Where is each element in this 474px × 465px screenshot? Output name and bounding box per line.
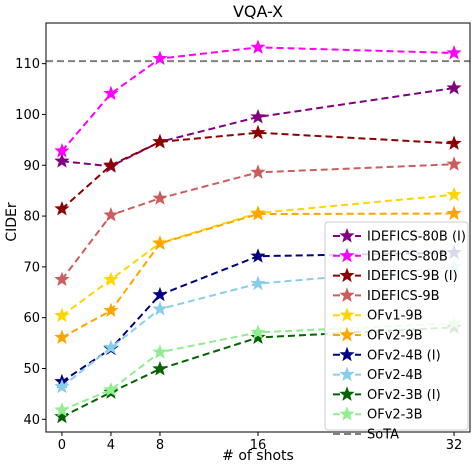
- legend-entry-4: OFv1-9B: [333, 307, 423, 324]
- data-point-5-0: [54, 329, 70, 344]
- data-point-1-3: [250, 39, 266, 54]
- data-point-6-2: [152, 286, 168, 302]
- data-point-1-0: [54, 143, 70, 158]
- y-tick-label: 90: [23, 159, 40, 174]
- data-point-5-4: [446, 205, 462, 220]
- legend-label-3: IDEFICS-9B: [367, 289, 440, 304]
- x-tick-label: 4: [107, 438, 115, 453]
- data-point-1-2: [152, 50, 168, 66]
- data-point-8-0: [54, 408, 70, 424]
- legend-star-4: [339, 307, 355, 322]
- data-point-9-3: [250, 324, 266, 339]
- data-point-0-4: [446, 80, 462, 95]
- legend-star-1: [339, 247, 355, 263]
- data-point-8-3: [250, 329, 266, 344]
- series-line-6: [61, 251, 455, 383]
- y-tick-label: 80: [23, 210, 40, 225]
- data-point-4-1: [103, 271, 119, 287]
- series-line-5: [61, 212, 455, 339]
- data-point-3-3: [250, 164, 266, 179]
- data-point-5-1: [103, 302, 119, 318]
- data-point-2-0: [54, 200, 70, 216]
- data-point-2-3: [250, 124, 266, 140]
- legend-entry-9: OFv2-3B: [333, 406, 423, 423]
- y-tick-label: 40: [23, 413, 40, 428]
- legend-label-0: IDEFICS-80B (I): [367, 230, 466, 245]
- legend-star-9: [339, 406, 355, 421]
- data-point-3-0: [54, 271, 70, 287]
- data-point-6-3: [250, 248, 266, 263]
- y-tick-label: 110: [15, 57, 40, 72]
- data-point-9-2: [152, 344, 168, 359]
- legend-star-8: [339, 386, 355, 401]
- data-point-3-4: [446, 156, 462, 171]
- legend-label-6: OFv2-4B (I): [367, 348, 441, 363]
- data-point-4-0: [54, 307, 70, 323]
- data-point-9-1: [103, 381, 119, 397]
- legend-label-1: IDEFICS-80B: [367, 249, 448, 264]
- legend-star-7: [339, 366, 355, 382]
- legend-label-7: OFv2-4B: [367, 368, 423, 383]
- data-point-5-2: [152, 235, 168, 250]
- y-tick-label: 70: [23, 260, 40, 275]
- legend-entry-5: OFv2-9B: [333, 327, 423, 344]
- data-point-8-2: [152, 361, 168, 376]
- legend-entry-1: IDEFICS-80B: [333, 247, 448, 264]
- y-axis-title: CIDEr: [4, 202, 20, 242]
- data-point-7-1: [103, 339, 119, 355]
- legend-star-0: [339, 228, 355, 243]
- data-point-0-0: [54, 153, 70, 168]
- y-tick-label: 100: [15, 108, 40, 123]
- x-tick-label: 16: [250, 438, 267, 453]
- data-point-7-3: [250, 275, 266, 291]
- legend-label-9: OFv2-3B: [367, 408, 423, 423]
- data-point-3-2: [152, 190, 168, 205]
- chart-title: VQA-X: [233, 2, 283, 21]
- x-tick-label: 32: [446, 438, 463, 453]
- data-point-7-2: [152, 301, 168, 316]
- y-tick-label: 50: [23, 362, 40, 377]
- legend-label-10: SoTA: [367, 428, 399, 443]
- data-point-3-1: [103, 207, 119, 222]
- data-point-2-2: [152, 133, 168, 149]
- data-point-5-3: [250, 206, 266, 221]
- legend-label-4: OFv1-9B: [367, 309, 423, 324]
- legend-star-6: [339, 346, 355, 362]
- y-tick-label: 60: [23, 311, 40, 326]
- series-line-8: [61, 326, 455, 418]
- x-tick-label: 8: [156, 438, 164, 453]
- data-point-2-1: [103, 157, 119, 172]
- x-tick-label: 0: [58, 438, 66, 453]
- legend-label-8: OFv2-3B (I): [367, 388, 441, 403]
- data-point-1-1: [103, 85, 119, 101]
- legend-star-3: [339, 287, 355, 302]
- legend-label-2: IDEFICS-9B (I): [367, 269, 458, 284]
- legend-entry-3: IDEFICS-9B: [333, 287, 440, 304]
- legend-star-5: [339, 327, 355, 342]
- legend-entry-7: OFv2-4B: [333, 366, 423, 383]
- data-point-0-3: [250, 108, 266, 124]
- legend-label-5: OFv2-9B: [367, 329, 423, 344]
- x-axis-title: # of shots: [222, 448, 294, 464]
- data-point-7-0: [54, 378, 70, 394]
- data-point-9-0: [54, 402, 70, 417]
- legend-entry-0: IDEFICS-80B (I): [333, 228, 466, 245]
- data-point-1-4: [446, 44, 462, 60]
- data-point-2-4: [446, 135, 462, 150]
- data-point-4-4: [446, 186, 462, 202]
- legend-star-2: [339, 267, 355, 283]
- legend-entry-8: OFv2-3B (I): [333, 386, 441, 403]
- legend-entry-6: OFv2-4B (I): [333, 346, 441, 363]
- legend-entry-2: IDEFICS-9B (I): [333, 267, 458, 284]
- legend-box: [324, 221, 469, 431]
- legend-entry-10: SoTA: [333, 428, 399, 443]
